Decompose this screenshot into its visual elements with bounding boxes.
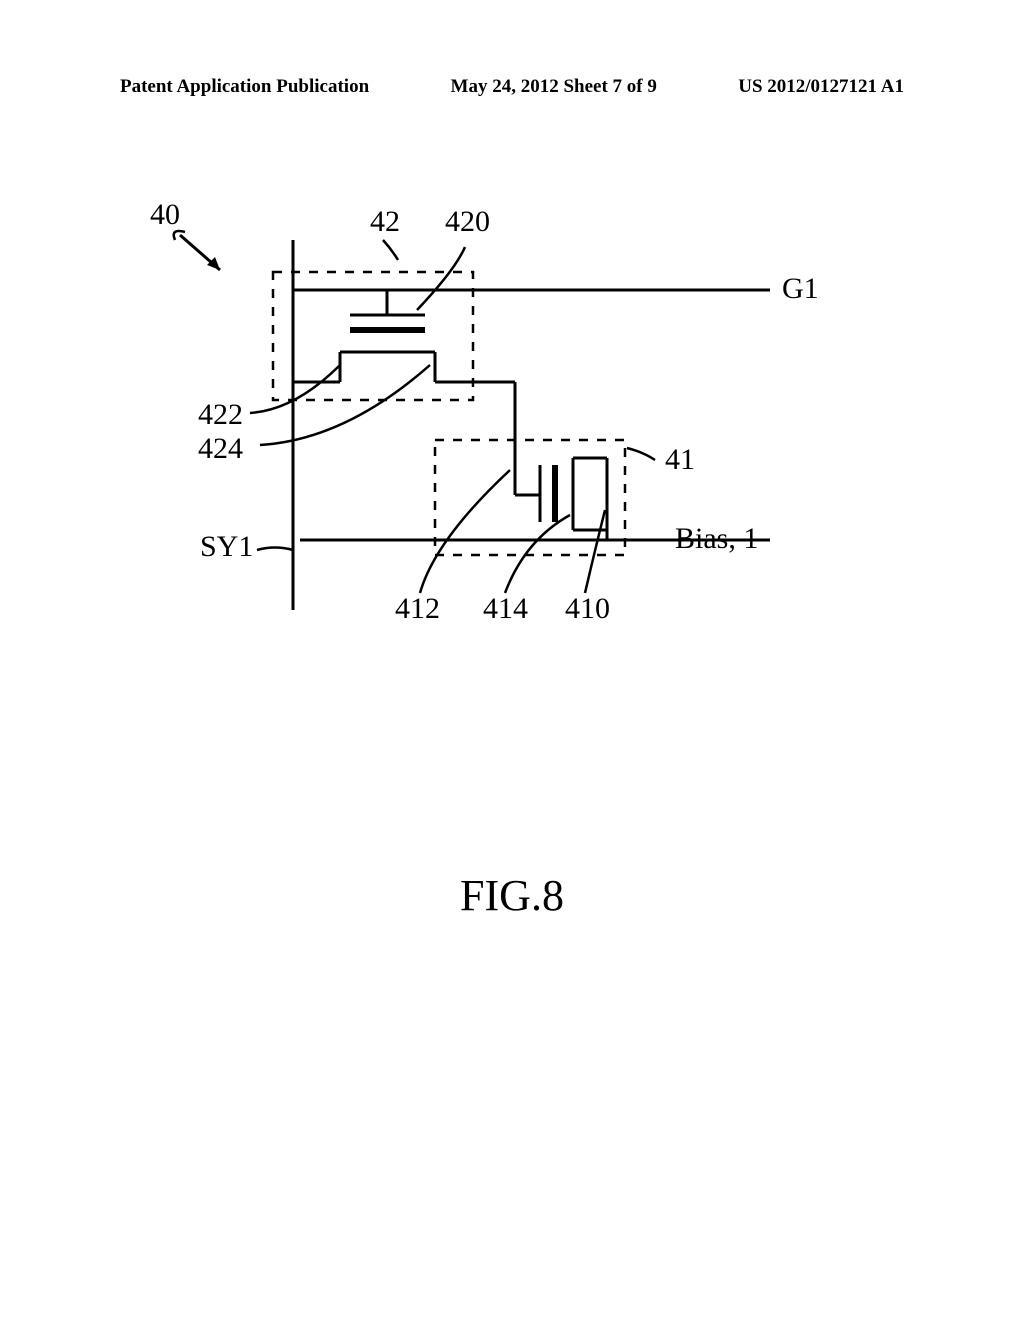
- leader-412: [420, 470, 510, 593]
- page-header: Patent Application Publication May 24, 2…: [120, 76, 904, 98]
- leader-sy1: [257, 548, 293, 551]
- label-41: 41: [665, 443, 695, 477]
- label-40: 40: [150, 198, 180, 232]
- label-412: 412: [395, 592, 440, 626]
- label-410: 410: [565, 592, 610, 626]
- leader-41: [627, 448, 655, 460]
- label-42: 42: [370, 205, 400, 239]
- label-424: 424: [198, 432, 243, 466]
- leader-420: [417, 247, 465, 310]
- label-bias: Bias, 1: [675, 522, 758, 556]
- label-420: 420: [445, 205, 490, 239]
- label-414: 414: [483, 592, 528, 626]
- label-sy1: SY1: [200, 530, 253, 564]
- circuit-figure: 40 42 420 G1 422 424 41 Bias, 1 SY1 412 …: [145, 210, 885, 630]
- label-g1: G1: [782, 272, 819, 306]
- header-publication: Patent Application Publication: [120, 76, 369, 98]
- header-date-sheet: May 24, 2012 Sheet 7 of 9: [451, 76, 657, 98]
- arrow-40: [174, 231, 220, 270]
- leader-410: [585, 510, 605, 593]
- label-422: 422: [198, 398, 243, 432]
- transistor-420: [340, 290, 435, 382]
- circuit-svg: [145, 210, 885, 630]
- figure-caption: FIG.8: [0, 870, 1024, 921]
- leader-42: [383, 240, 398, 260]
- transistor-410: [515, 458, 607, 540]
- leader-422: [250, 365, 340, 413]
- header-pub-number: US 2012/0127121 A1: [738, 76, 904, 98]
